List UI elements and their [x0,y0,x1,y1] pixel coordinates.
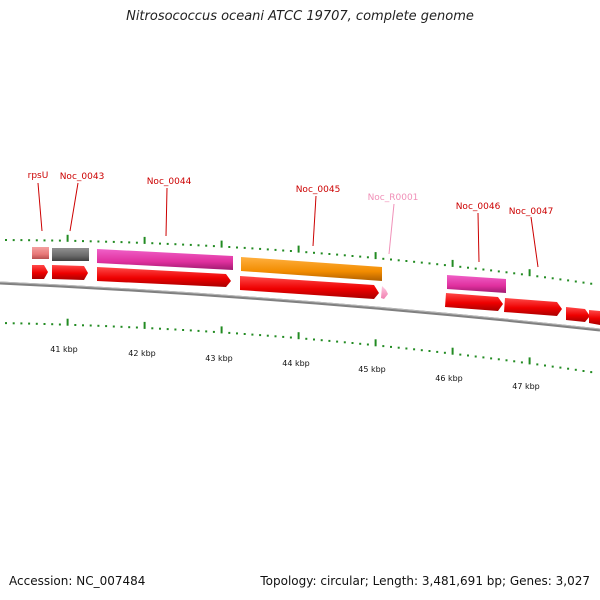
cds-arrow-next-1[interactable] [566,307,590,322]
cds-arrow-Noc_0044[interactable] [97,267,231,287]
gene-label-Noc_0047[interactable]: Noc_0047 [509,207,554,217]
upper-tick-track [5,234,593,285]
gene-label-Noc_0044[interactable]: Noc_0044 [147,177,192,187]
cds-arrow-Noc_0043[interactable] [52,265,88,280]
kbp-label-43: 43 kbp [205,354,233,363]
kbp-label-42: 42 kbp [128,349,156,358]
gene-label-rpsU[interactable]: rpsU [28,171,49,181]
cds-arrow-next-2[interactable] [589,310,600,325]
genome-backbone [0,281,600,332]
cds-arrow-Noc_0046[interactable] [445,293,503,311]
topology-text: Topology: circular; Length: 3,481,691 bp… [260,574,590,588]
kbp-label-47: 47 kbp [512,382,540,391]
feature-box-Noc_0045[interactable] [241,257,382,281]
cds-arrow-rpsU[interactable] [32,265,48,279]
kbp-label-41: 41 kbp [50,345,78,354]
gene-label-Noc_0046[interactable]: Noc_0046 [456,202,501,212]
accession-text: Accession: NC_007484 [9,574,146,588]
feature-box-rpsU[interactable] [32,247,49,259]
label-leader-lines [37,182,539,268]
kbp-label-45: 45 kbp [358,365,386,374]
rna-arrow-Noc_R0001[interactable] [381,286,388,299]
feature-box-Noc_0044[interactable] [97,249,233,270]
gene-label-Noc_R0001[interactable]: Noc_R0001 [368,193,419,203]
feature-box-Noc_0046[interactable] [447,275,506,293]
cds-arrow-Noc_0045[interactable] [240,276,379,299]
kbp-label-44: 44 kbp [282,359,310,368]
gene-label-Noc_0043[interactable]: Noc_0043 [60,172,105,182]
feature-box-Noc_0043[interactable] [52,248,89,261]
cds-arrow-Noc_0047[interactable] [504,298,562,316]
gene-label-Noc_0045[interactable]: Noc_0045 [296,185,341,195]
kbp-label-46: 46 kbp [435,374,463,383]
map-title: Nitrosococcus oceani ATCC 19707, complet… [126,9,474,24]
lower-tick-track [5,318,593,374]
